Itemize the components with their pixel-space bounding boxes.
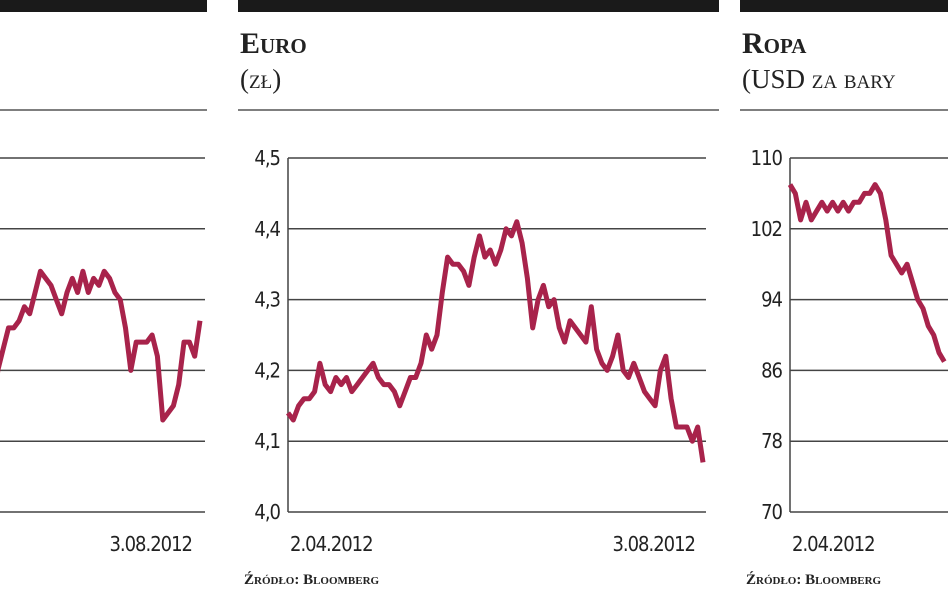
panel-title: Euro bbox=[240, 27, 307, 60]
y-tick-label: 4,2 bbox=[254, 358, 280, 382]
panel-bar bbox=[0, 0, 207, 12]
y-tick-label: 110 bbox=[751, 146, 783, 170]
y-tick-label: 86 bbox=[761, 358, 782, 382]
x-tick-label: 3.08.2012 bbox=[109, 532, 192, 556]
panel-subtitle: (USD za bary bbox=[742, 64, 896, 94]
y-tick-label: 70 bbox=[761, 500, 782, 524]
source: Źródło: Bloomberg bbox=[244, 571, 380, 588]
x-tick-label: 3.08.2012 bbox=[612, 532, 695, 556]
price-line bbox=[787, 182, 947, 363]
y-tick-label: 102 bbox=[751, 217, 782, 241]
price-line bbox=[285, 219, 706, 463]
source: Źródło: Bloomberg bbox=[746, 571, 882, 588]
x-tick-label: 2.04.2012 bbox=[290, 532, 373, 556]
y-tick-label: 4,5 bbox=[254, 146, 280, 170]
y-tick-label: 4,4 bbox=[254, 217, 280, 241]
panel-bar bbox=[740, 0, 948, 12]
panel-subtitle: (zł) bbox=[240, 64, 281, 94]
y-tick-label: 94 bbox=[761, 288, 782, 312]
x-tick-label: 2.04.2012 bbox=[792, 532, 875, 556]
y-tick-label: 4,0 bbox=[254, 500, 280, 524]
panel-title: Ropa bbox=[742, 27, 807, 60]
price-line bbox=[0, 268, 203, 423]
y-tick-label: 4,1 bbox=[254, 429, 280, 453]
panel-bar bbox=[238, 0, 719, 12]
y-tick-label: 78 bbox=[761, 429, 782, 453]
y-tick-label: 4,3 bbox=[254, 288, 280, 312]
